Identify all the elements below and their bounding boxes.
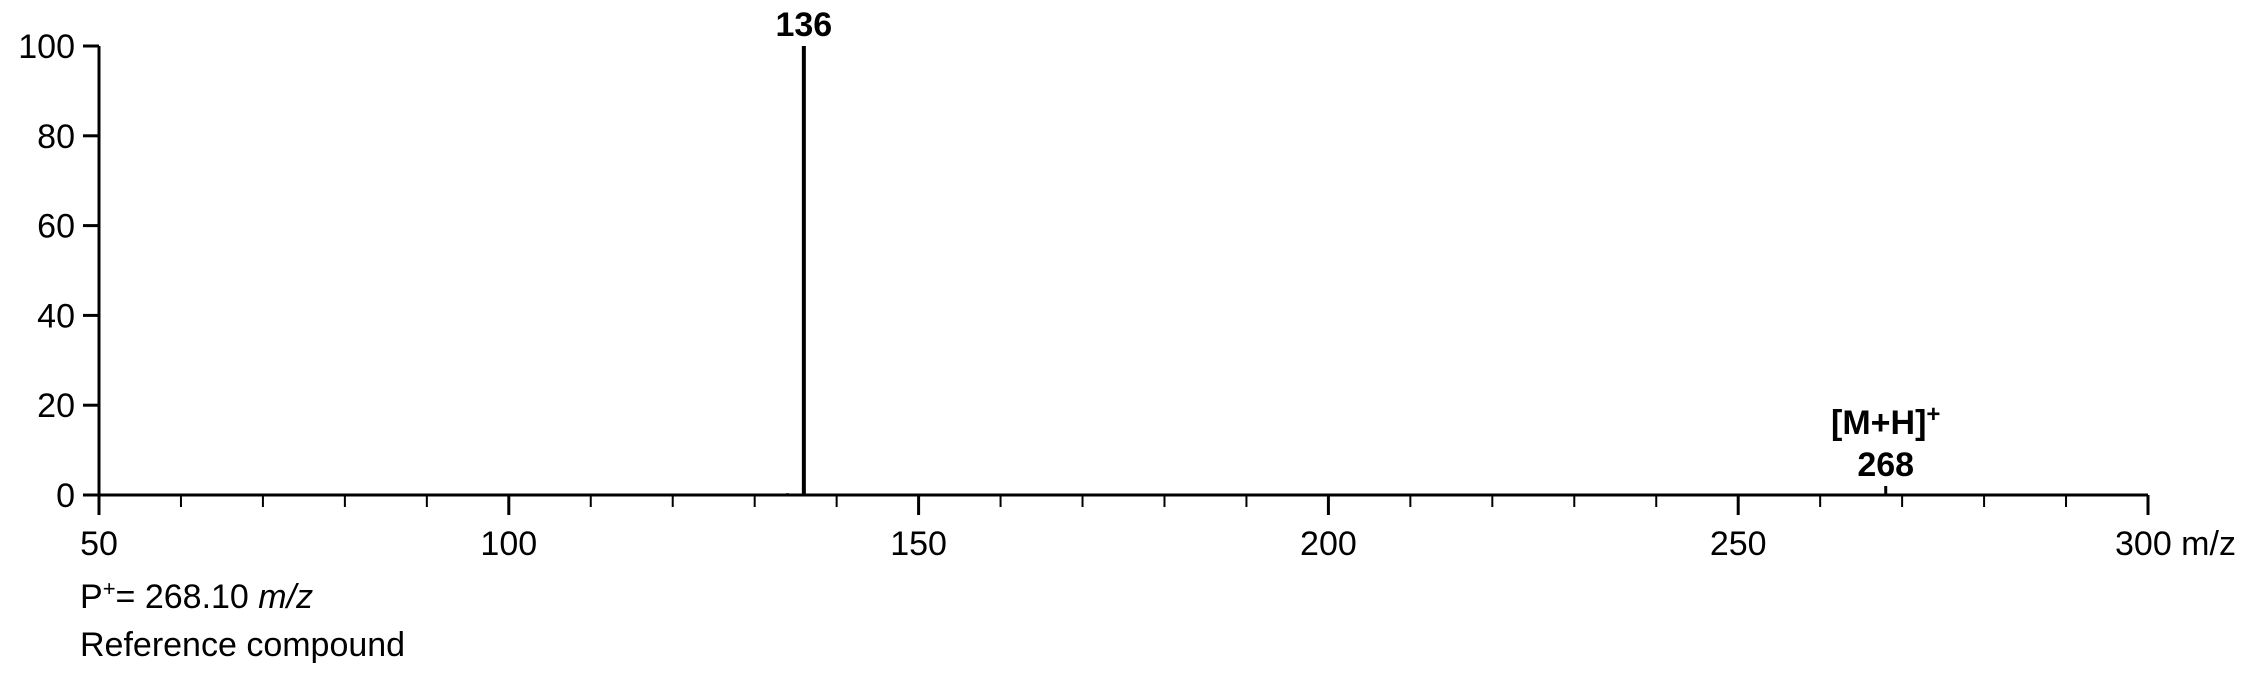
- precursor-charge: +: [102, 576, 116, 601]
- peaks: [154, 46, 1888, 495]
- x-tick-label: 50: [80, 525, 118, 563]
- x-tick-label: 200: [1300, 525, 1357, 563]
- peak-annotation-charge: +: [1926, 401, 1940, 428]
- y-tick-label: 60: [37, 208, 75, 246]
- compound-caption: Reference compound: [80, 626, 406, 664]
- x-tick-label: 250: [1710, 525, 1767, 563]
- y-tick-label: 100: [18, 28, 75, 66]
- x-tick-label: 150: [890, 525, 947, 563]
- precursor-unit: m/z: [258, 578, 314, 616]
- axes: [83, 44, 2150, 515]
- y-tick-label: 40: [37, 297, 75, 335]
- peak-annotation-ion: [M+H]: [1831, 404, 1926, 442]
- x-tick-label: 100: [480, 525, 537, 563]
- y-tick-label: 20: [37, 387, 75, 425]
- x-tick-label: 300 m/z: [2115, 525, 2236, 563]
- labels: 50 100 150 200 250 300 m/z 0 20 40 60 80 100 136 268 […: [18, 6, 2236, 563]
- precursor-value: = 268.10: [115, 578, 259, 616]
- precursor-symbol: P: [80, 578, 103, 616]
- peak-annotation: [M+H]+: [1831, 401, 1940, 442]
- precursor-mass-label: P+= 268.10 m/z: [80, 578, 314, 616]
- peak-label: 136: [775, 6, 832, 44]
- y-tick-label: 0: [56, 477, 75, 515]
- y-tick-label: 80: [37, 118, 75, 156]
- peak-label: 268: [1857, 446, 1914, 484]
